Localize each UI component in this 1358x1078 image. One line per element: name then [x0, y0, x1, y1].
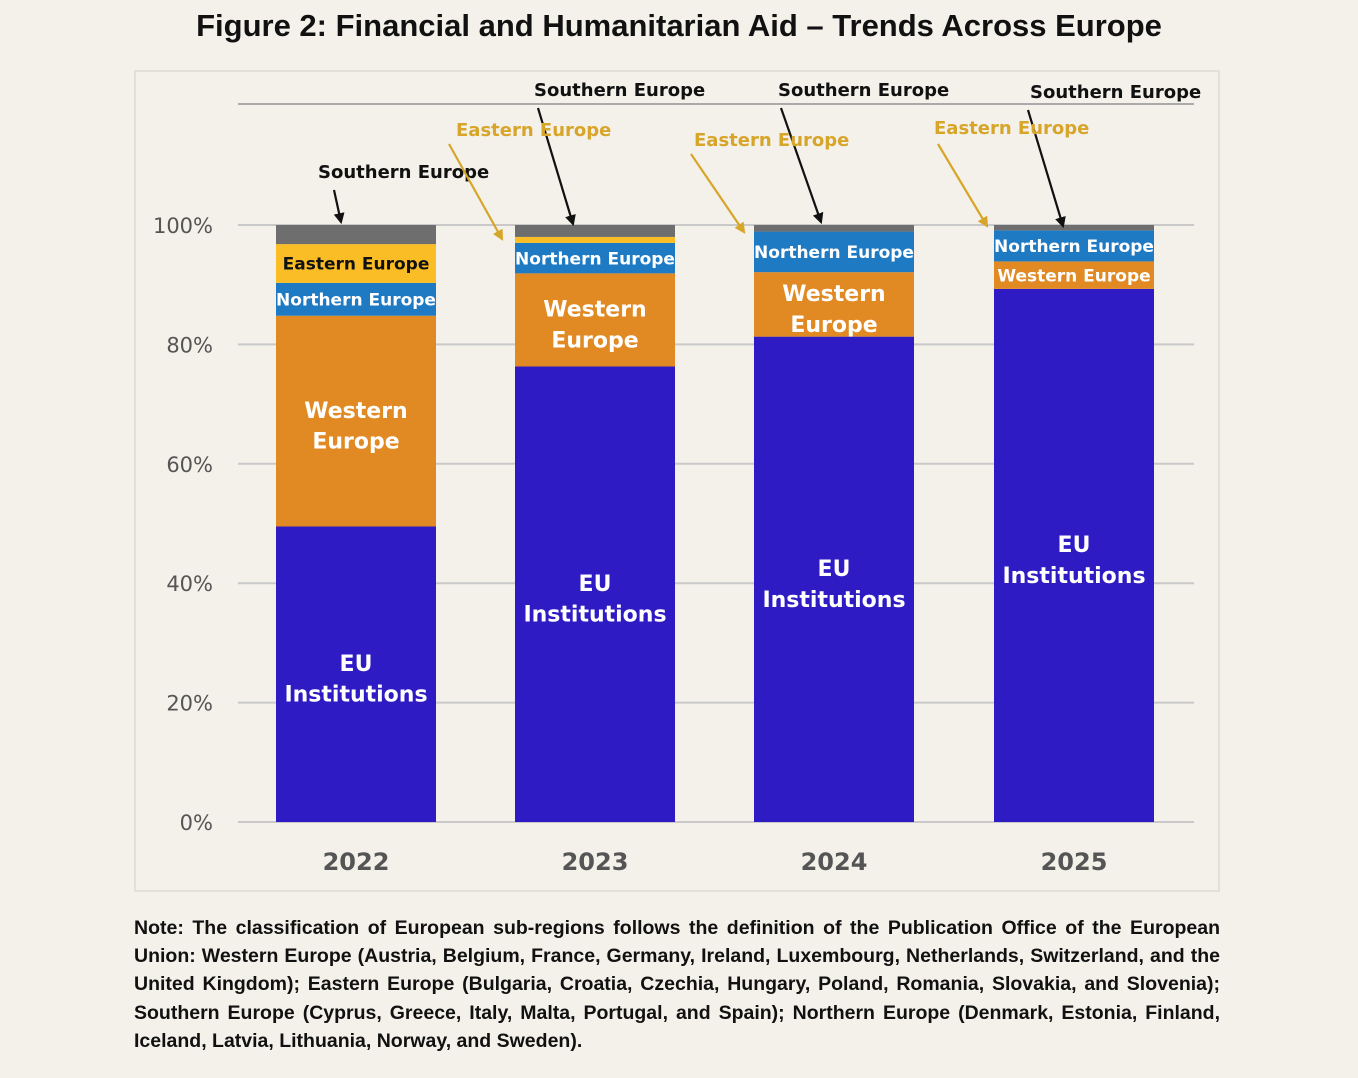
bar-segment-western-europe [515, 273, 675, 367]
segment-label: Western Europe [997, 266, 1150, 286]
callout-arrow [332, 189, 345, 225]
callout-arrow [779, 107, 824, 225]
segment-label: Northern Europe [994, 237, 1154, 257]
bar-segment-southern-europe [754, 225, 914, 232]
bar-segment-eu-institutions [994, 288, 1154, 822]
bar-segment-northern-europe [276, 282, 436, 316]
callout-label: Eastern Europe [456, 120, 611, 141]
callout-label: Eastern Europe [694, 130, 849, 151]
bar-segment-northern-europe [994, 230, 1154, 262]
bar-segment-eu-institutions [515, 366, 675, 822]
bar-segment-northern-europe [754, 231, 914, 273]
segment-label: Western Europe [543, 298, 646, 354]
bar-segment-eastern-europe [515, 236, 675, 243]
segment-label: EU Institutions [762, 557, 905, 613]
callout-arrow [1026, 109, 1066, 229]
x-tick-label: 2022 [323, 848, 390, 876]
bar-segment-southern-europe [276, 225, 436, 245]
figure-note: Note: The classification of European sub… [134, 917, 1220, 1052]
callout-label: Eastern Europe [934, 118, 1089, 139]
y-tick-label: 0% [180, 811, 213, 835]
callout-label: Southern Europe [534, 80, 705, 101]
bar-segment-western-europe [276, 315, 436, 527]
segment-label: Western Europe [782, 282, 885, 338]
bar-segment-eastern-europe [276, 244, 436, 283]
callout-label: Southern Europe [1030, 82, 1201, 103]
segment-label: EU Institutions [1002, 533, 1145, 589]
callout-label: Southern Europe [318, 162, 489, 183]
y-tick-label: 60% [166, 453, 213, 477]
bar-segment-western-europe [754, 272, 914, 337]
segment-label: Northern Europe [754, 243, 914, 263]
callout-arrow [937, 143, 989, 228]
bar-segment-southern-europe [994, 225, 1154, 231]
segment-label: Northern Europe [276, 290, 436, 310]
chart-panel: 0% 20% 40% 60% 80% 100% EU Institutions Western E… [134, 70, 1220, 892]
x-tick-label: 2023 [562, 848, 629, 876]
segment-label: Western Europe [304, 399, 407, 455]
segment-label: EU Institutions [523, 572, 666, 628]
bar-segment-eu-institutions [754, 336, 914, 822]
callout-arrow [448, 143, 504, 241]
segment-label: EU Institutions [284, 652, 427, 708]
y-tick-label: 80% [166, 333, 213, 357]
segment-label: Northern Europe [515, 249, 675, 269]
bar-segment-northern-europe [515, 242, 675, 274]
bar-segment-western-europe [994, 261, 1154, 289]
bar-segment-southern-europe [515, 225, 675, 237]
y-tick-label: 100% [153, 214, 213, 238]
y-tick-label: 40% [166, 572, 213, 596]
chart-title: Figure 2: Financial and Humanitarian Aid… [196, 8, 1162, 43]
callout-arrow [690, 153, 746, 234]
x-tick-label: 2024 [801, 848, 868, 876]
callout-label: Southern Europe [778, 80, 949, 101]
stacked-bar-chart: 0% 20% 40% 60% 80% 100% EU Institutions Western E… [153, 80, 1201, 876]
x-tick-label: 2025 [1041, 848, 1108, 876]
segment-label: Eastern Europe [283, 255, 430, 275]
callout-arrow [536, 107, 576, 227]
bar-segment-eu-institutions [276, 526, 436, 822]
y-tick-label: 20% [166, 692, 213, 716]
